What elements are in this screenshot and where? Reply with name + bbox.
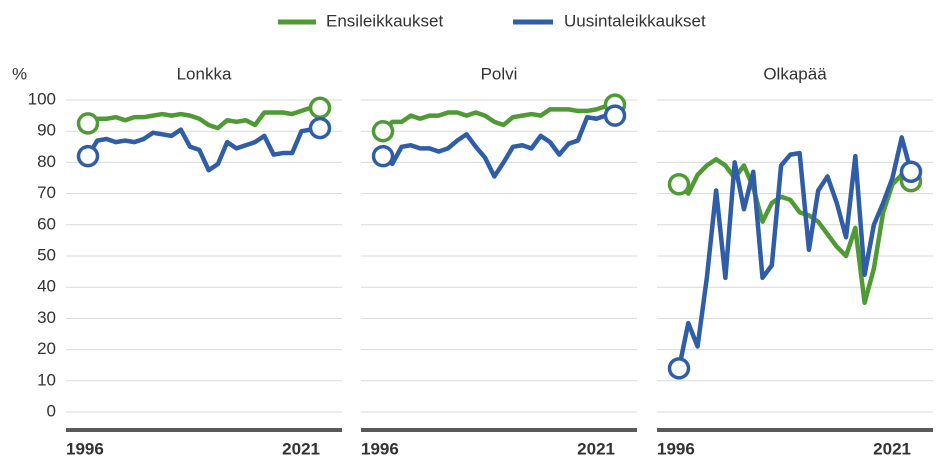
x-tick-label: 2021 xyxy=(873,439,911,458)
end-marker xyxy=(76,144,100,168)
y-tick-label: 30 xyxy=(37,308,56,327)
x-tick-label: 1996 xyxy=(66,439,104,458)
y-tick-label: 0 xyxy=(47,401,56,420)
end-marker xyxy=(667,357,691,380)
end-marker xyxy=(76,112,100,135)
legend-label: Ensileikkaukset xyxy=(326,11,443,30)
series-line xyxy=(381,102,616,133)
x-tick-label: 2021 xyxy=(282,439,320,458)
series-line xyxy=(86,105,320,131)
y-tick-label: 60 xyxy=(37,214,56,233)
series-line xyxy=(676,135,914,369)
y-tick-label: 80 xyxy=(37,152,56,171)
legend-label: Uusintaleikkaukset xyxy=(564,11,706,30)
x-tick-label: 1996 xyxy=(657,439,695,458)
end-marker xyxy=(308,96,332,120)
end-marker xyxy=(667,172,691,196)
panel-title: Lonkka xyxy=(177,64,232,83)
y-axis-label: % xyxy=(12,64,27,83)
x-tick-label: 1996 xyxy=(361,439,399,458)
y-tick-label: 70 xyxy=(37,183,56,202)
series-line xyxy=(86,125,321,173)
y-tick-label: 90 xyxy=(37,121,56,140)
end-marker xyxy=(371,144,395,168)
series-line xyxy=(677,157,913,306)
y-tick-label: 10 xyxy=(37,370,56,389)
end-marker xyxy=(308,116,332,140)
y-tick-label: 20 xyxy=(37,339,56,358)
series-line xyxy=(381,113,615,179)
end-marker xyxy=(899,160,923,184)
y-tick-label: 40 xyxy=(37,277,56,296)
panel-title: Olkapää xyxy=(763,64,827,83)
panel-title: Polvi xyxy=(481,64,518,83)
end-marker xyxy=(603,104,627,127)
x-tick-label: 2021 xyxy=(577,439,615,458)
y-tick-label: 50 xyxy=(37,245,56,264)
y-tick-label: 100 xyxy=(28,89,56,108)
end-marker xyxy=(371,119,395,143)
